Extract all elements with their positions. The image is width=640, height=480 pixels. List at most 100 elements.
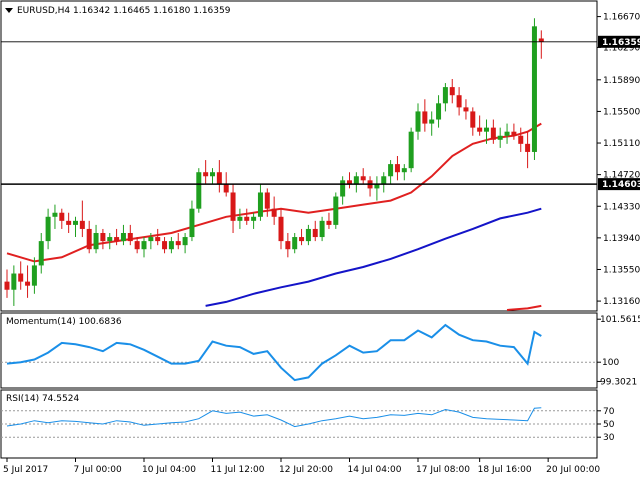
candle-body[interactable] [326,220,332,225]
candle-body[interactable] [394,164,400,173]
candle-body[interactable] [292,237,298,250]
candle-body[interactable] [127,233,133,242]
candle-body[interactable] [381,176,387,185]
level-price-label-bg [598,178,640,191]
price-tick-label: 1.15110 [603,139,640,149]
candle-body[interactable] [353,176,359,185]
candle-body[interactable] [223,184,229,193]
candle-body[interactable] [518,135,524,144]
candle-body[interactable] [216,172,222,185]
momentum-tick-label: 99.3021 [600,377,637,387]
price-tick-label: 1.13160 [603,297,640,307]
candle-body[interactable] [531,26,537,152]
candle-body[interactable] [436,103,442,120]
candle-body[interactable] [264,192,270,209]
candle-body[interactable] [251,216,257,221]
candle-body[interactable] [408,131,414,169]
candle-body[interactable] [107,237,113,242]
candle-body[interactable] [237,216,243,221]
candle-body[interactable] [73,220,78,225]
candle-body[interactable] [504,131,510,136]
price-tick-label: 1.15890 [603,76,640,86]
candle-body[interactable] [25,281,31,286]
candle-body[interactable] [525,143,531,152]
candle-body[interactable] [86,228,92,250]
candle-body[interactable] [182,237,188,246]
candle-body[interactable] [189,208,195,238]
candle-body[interactable] [422,111,428,124]
candle-body[interactable] [257,192,263,217]
candle-body[interactable] [333,196,339,225]
candle-body[interactable] [141,241,147,250]
price-tick-label: 1.14720 [603,171,640,181]
candle-body[interactable] [210,172,215,177]
candle-body[interactable] [401,168,407,173]
candle-body[interactable] [511,131,517,136]
price-panel[interactable] [1,18,597,311]
current-price-label: 1.16359 [602,38,640,48]
candle-body[interactable] [11,273,17,290]
candle-body[interactable] [319,220,325,238]
price-tick-label: 1.14330 [603,202,640,212]
candle-body[interactable] [114,237,120,242]
candle-body[interactable] [347,180,352,185]
candle-body[interactable] [477,127,483,132]
time-tick-label: 5 Jul 2017 [3,465,48,475]
candle-body[interactable] [168,241,174,250]
candle-body[interactable] [4,281,10,290]
candle-body[interactable] [18,273,24,282]
candle-body[interactable] [429,119,435,124]
candle-body[interactable] [340,180,346,197]
candle-body[interactable] [134,241,140,250]
candle-body[interactable] [38,241,44,266]
candle-body[interactable] [415,111,421,132]
candle-body[interactable] [484,127,489,132]
candle-body[interactable] [66,220,72,225]
candle-body[interactable] [59,212,65,221]
candle-body[interactable] [538,38,544,42]
candle-body[interactable] [162,241,168,250]
price-tick-label: 1.16670 [603,13,640,23]
candle-body[interactable] [175,241,181,246]
candle-body[interactable] [360,176,366,181]
panel-collapse-icon[interactable] [5,8,13,13]
candle-body[interactable] [52,212,58,217]
candle-body[interactable] [148,237,154,242]
time-tick-label: 12 Jul 20:00 [279,465,333,475]
momentum-panel-frame [0,312,598,389]
candle-body[interactable] [79,220,85,229]
rsi-axis: 70 50 30 [597,407,615,443]
candle-body[interactable] [155,237,161,242]
candle-body[interactable] [497,135,503,140]
time-tick-label: 11 Jul 12:00 [211,465,265,475]
candle-body[interactable] [463,107,469,112]
candle-body[interactable] [305,228,311,242]
candle-body[interactable] [278,216,284,242]
candle-body[interactable] [100,233,106,242]
candle-body[interactable] [196,172,202,209]
candle-body[interactable] [449,87,455,96]
candle-body[interactable] [442,87,448,104]
candle-body[interactable] [285,241,291,250]
candle-body[interactable] [456,95,462,108]
candle-body[interactable] [299,237,305,242]
candle-body[interactable] [388,164,394,177]
candle-body[interactable] [230,192,236,221]
time-tick-label: 20 Jul 00:00 [546,465,600,475]
candle-body[interactable] [490,127,496,140]
candle-body[interactable] [312,228,318,238]
candle-body[interactable] [45,216,51,242]
momentum-line [6,323,542,382]
momentum-tick-label: 100 [602,358,619,368]
candle-body[interactable] [203,172,209,177]
candle-body[interactable] [271,208,277,217]
candle-body[interactable] [374,184,380,189]
momentum-panel[interactable] [1,323,597,382]
candle-body[interactable] [120,233,126,242]
candle-body[interactable] [93,233,99,250]
rsi-panel[interactable] [1,407,597,438]
time-tick-label: 18 Jul 16:00 [478,465,532,475]
candle-body[interactable] [244,216,250,221]
candle-body[interactable] [31,265,37,286]
candle-body[interactable] [470,111,476,128]
